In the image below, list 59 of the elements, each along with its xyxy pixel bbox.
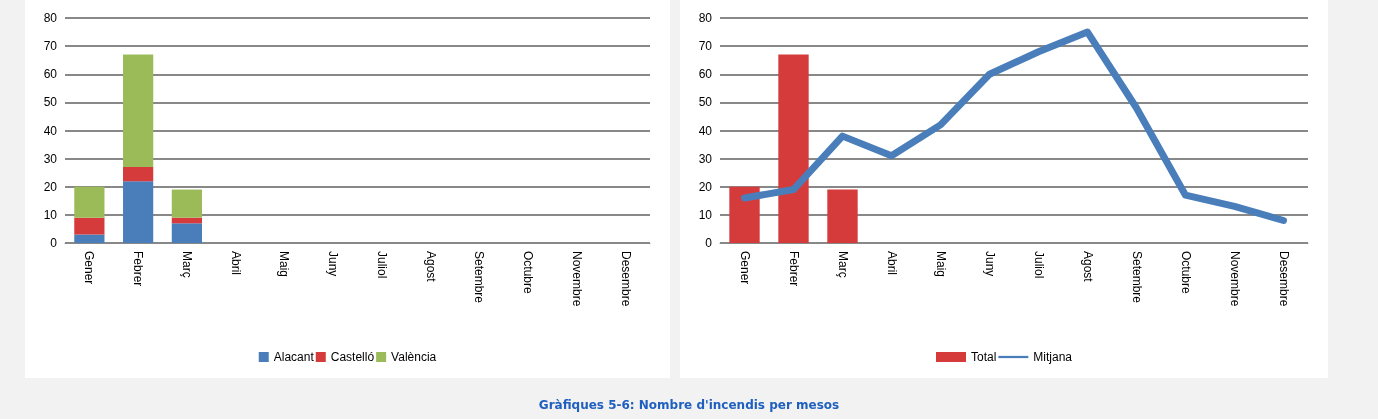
y-tick-label: 40 <box>43 123 58 138</box>
bar <box>123 181 154 243</box>
x-tick-label: Maig <box>277 251 292 278</box>
x-tick-label: Juliol <box>1031 251 1046 279</box>
x-tick-label: Desembre <box>1276 251 1291 307</box>
y-tick-label: 10 <box>698 207 713 222</box>
bar <box>123 54 154 168</box>
x-tick-label: Agost <box>1080 251 1095 283</box>
y-tick-label: 30 <box>698 151 713 166</box>
x-tick-label: Setembre <box>1129 251 1144 304</box>
x-tick-label: Juny <box>326 251 341 277</box>
bar <box>827 189 858 243</box>
x-tick-label: Febrer <box>786 251 801 287</box>
x-tick-label: Maig <box>933 251 948 278</box>
x-tick-label: Febrer <box>131 251 146 287</box>
bar <box>729 186 760 243</box>
bar <box>123 167 154 182</box>
y-tick-label: 20 <box>698 179 713 194</box>
bar <box>778 54 809 243</box>
x-tick-label: Abril <box>884 251 899 276</box>
y-tick-label: 70 <box>43 39 58 54</box>
legend-label: Castelló <box>330 350 375 364</box>
y-tick-label: 0 <box>50 236 58 250</box>
bar <box>74 217 105 235</box>
x-tick-label: Novembre <box>569 251 584 307</box>
x-tick-label: Abril <box>228 251 243 276</box>
x-tick-label: Octubre <box>521 251 536 295</box>
x-tick-label: Gener <box>82 251 97 285</box>
bar <box>74 186 105 218</box>
x-tick-label: Octubre <box>1178 251 1193 295</box>
x-tick-label: Març <box>179 251 194 278</box>
x-tick-label: Agost <box>423 251 438 283</box>
x-tick-label: Juliol <box>374 251 389 279</box>
bar <box>171 223 202 243</box>
y-tick-label: 10 <box>43 207 58 222</box>
x-tick-label: Març <box>835 251 850 278</box>
x-tick-label: Setembre <box>472 251 487 304</box>
y-tick-label: 0 <box>705 236 713 250</box>
legend-label: Total <box>970 350 997 364</box>
x-tick-label: Juny <box>982 251 997 277</box>
y-tick-label: 50 <box>43 95 58 110</box>
x-tick-label: Gener <box>737 251 752 285</box>
y-tick-label: 20 <box>43 179 58 194</box>
y-tick-label: 80 <box>43 11 58 25</box>
x-tick-label: Novembre <box>1227 251 1242 307</box>
x-tick-label: Desembre <box>618 251 633 307</box>
legend-label: València <box>391 350 437 364</box>
y-tick-label: 60 <box>43 67 58 82</box>
y-tick-label: 50 <box>698 95 713 110</box>
legend-label: Mitjana <box>1033 350 1073 364</box>
bar <box>171 189 202 218</box>
y-tick-label: 80 <box>698 11 713 25</box>
y-tick-label: 70 <box>698 39 713 54</box>
y-tick-label: 30 <box>43 151 58 166</box>
y-tick-label: 60 <box>698 67 713 82</box>
bar <box>74 234 105 243</box>
y-tick-label: 40 <box>698 123 713 138</box>
text: Gràfiques 5-6: Nombre d'incendis per mesos <box>537 398 841 412</box>
legend-label: Alacant <box>273 350 315 364</box>
